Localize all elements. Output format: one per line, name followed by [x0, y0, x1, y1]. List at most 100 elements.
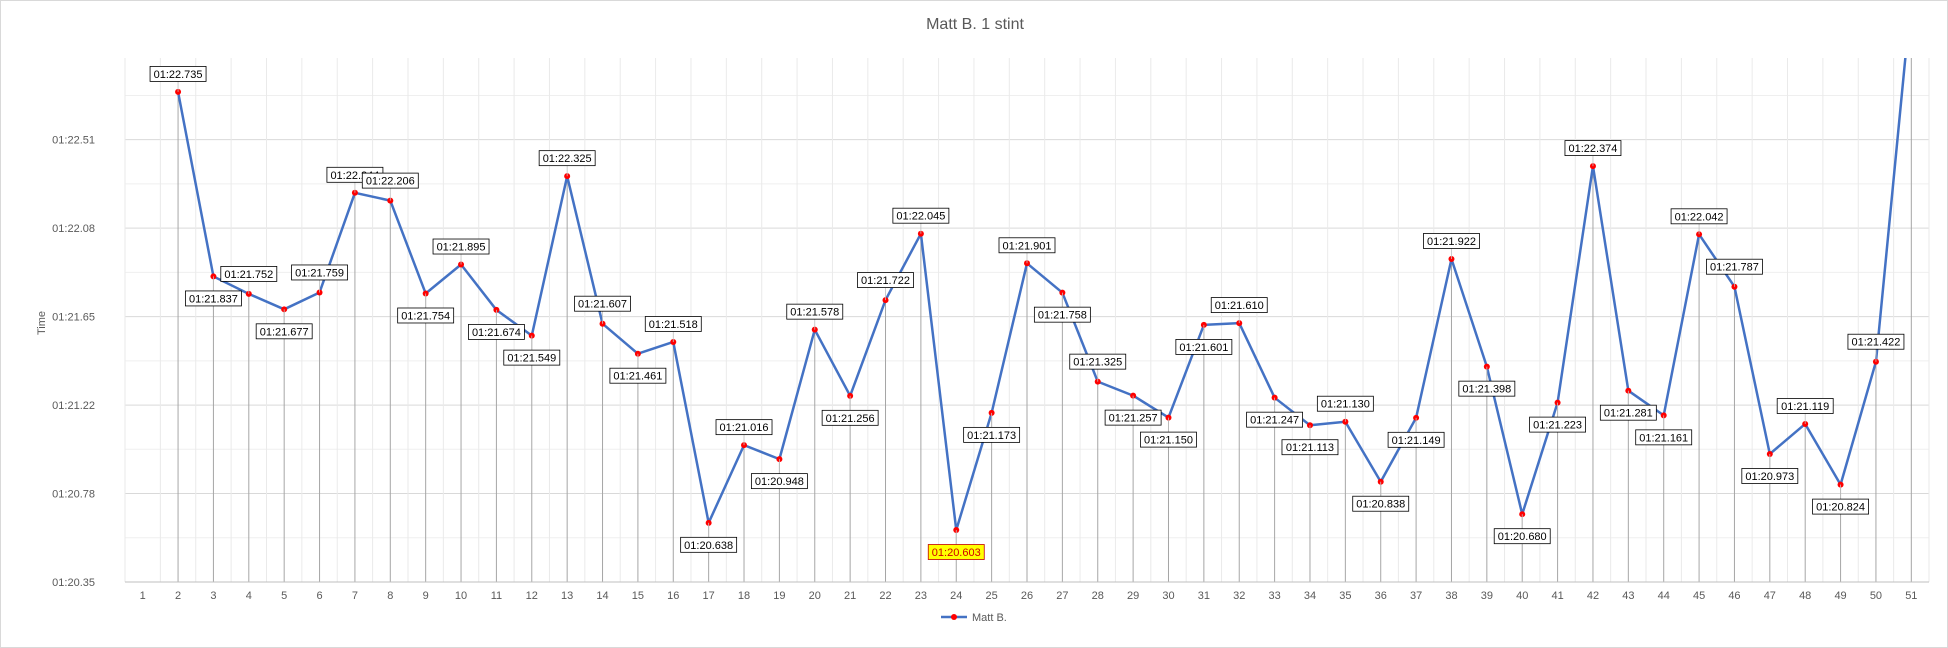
data-label-text: 01:21.895: [437, 242, 486, 254]
data-label: 01:21.601: [1175, 324, 1233, 355]
data-label: 01:21.130: [1316, 395, 1374, 422]
x-tick-label: 39: [1481, 590, 1493, 602]
y-tick-label: 01:21.65: [52, 312, 95, 324]
data-label: 01:21.787: [1706, 258, 1763, 287]
data-label-box: [1599, 404, 1657, 421]
data-label: 01:20.973: [1741, 453, 1799, 484]
data-label-box: [149, 66, 207, 82]
x-tick-label: 14: [596, 590, 608, 602]
data-label: 01:21.607: [574, 295, 631, 324]
data-label-box: [715, 419, 773, 436]
data-label: 01:21.150: [1140, 417, 1197, 448]
data-label: 01:21.173: [963, 412, 1021, 443]
series-line-matt-b: [176, 58, 1907, 532]
x-tick-label: 44: [1658, 590, 1670, 602]
data-label-text: 01:21.518: [649, 319, 698, 331]
data-label-box: [1706, 258, 1763, 275]
data-label-text: 01:21.016: [720, 422, 769, 434]
legend-marker: [951, 614, 957, 620]
x-tick-label: 25: [986, 590, 998, 602]
x-tick-label: 19: [773, 590, 785, 602]
data-label-box: [1564, 140, 1622, 156]
data-label: 01:20.948: [750, 459, 808, 490]
data-label: 01:21.119: [1776, 398, 1834, 424]
data-label: 01:21.016: [715, 419, 773, 446]
data-label-box: [786, 303, 844, 320]
data-label-box: [468, 324, 525, 340]
data-label-box: [185, 290, 242, 307]
x-tick-label: 20: [809, 590, 821, 602]
data-label: 01:21.752: [220, 266, 278, 294]
data-label: 01:21.247: [1246, 397, 1304, 428]
data-label: 01:21.422: [1847, 333, 1905, 362]
data-label-text: 01:21.161: [1639, 432, 1688, 444]
x-tick-label: 18: [738, 590, 750, 602]
data-label: 01:21.610: [1210, 297, 1268, 324]
data-label-text: 01:21.549: [507, 353, 556, 365]
data-label-box: [220, 266, 278, 282]
data-label-box: [1316, 395, 1374, 412]
data-label: 01:21.578: [786, 303, 844, 330]
data-label: 01:21.549: [503, 335, 561, 366]
data-label: 01:22.325: [538, 150, 596, 177]
x-tick-label: 5: [281, 590, 287, 602]
x-tick-label: 15: [632, 590, 644, 602]
data-label-box: [1776, 398, 1834, 414]
data-label: 01:21.895: [432, 238, 490, 265]
data-label-text: 01:21.752: [224, 269, 273, 281]
data-label-box: [397, 307, 455, 324]
data-label-text: 01:20.824: [1816, 502, 1865, 514]
data-label: 01:21.223: [1529, 402, 1586, 433]
data-label: 01:20.638: [680, 522, 738, 553]
data-label-text: 01:21.787: [1710, 262, 1759, 274]
data-label-text: 01:21.149: [1392, 435, 1441, 447]
data-label-text: 01:21.578: [790, 307, 839, 319]
data-label-box: [255, 323, 313, 340]
data-label: 01:21.518: [644, 316, 702, 342]
x-tick-label: 24: [950, 590, 962, 602]
data-label-text: 01:20.638: [684, 540, 733, 552]
data-label: 01:21.149: [1387, 417, 1445, 448]
data-label: 01:21.281: [1599, 390, 1657, 421]
data-label-text: 01:22.374: [1568, 143, 1617, 155]
data-label: 01:21.759: [291, 264, 348, 293]
x-tick-label: 43: [1622, 590, 1634, 602]
data-label-box: [361, 172, 419, 189]
x-tick-label: 17: [703, 590, 715, 602]
data-label-text: 01:21.119: [1781, 401, 1829, 413]
data-label-text: 01:21.837: [189, 293, 238, 305]
chart-title: Matt B. 1 stint: [926, 16, 1024, 33]
x-tick-label: 32: [1233, 590, 1245, 602]
x-tick-label: 47: [1764, 590, 1776, 602]
y-tick-label: 01:22.51: [52, 135, 95, 147]
data-label-box: [1670, 208, 1728, 225]
x-tick-label: 10: [455, 590, 467, 602]
x-tick-label: 12: [526, 590, 538, 602]
x-tick-label: 27: [1056, 590, 1068, 602]
data-label-box: [680, 536, 738, 553]
data-label-box: [1352, 495, 1410, 512]
data-label-box: [1104, 409, 1162, 426]
data-label: 01:22.042: [1670, 208, 1728, 235]
x-tick-label: 26: [1021, 590, 1033, 602]
data-label-box: [927, 544, 985, 560]
data-label-box: [1069, 353, 1127, 370]
data-label-text: 01:22.045: [896, 211, 945, 223]
data-label: 01:21.754: [397, 293, 455, 324]
data-label-text: 01:21.325: [1073, 357, 1122, 369]
data-label-box: [1281, 439, 1339, 456]
data-label-text: 01:21.256: [826, 413, 875, 425]
x-tick-label: 6: [316, 590, 322, 602]
data-label: 01:21.113: [1281, 425, 1339, 456]
data-label-text: 01:21.173: [967, 430, 1016, 442]
data-label: 01:20.824: [1812, 484, 1869, 515]
x-tick-label: 13: [561, 590, 573, 602]
x-tick-label: 51: [1905, 590, 1917, 602]
data-label-text: 01:21.398: [1462, 384, 1511, 396]
data-label-text: 01:21.722: [861, 275, 910, 287]
x-tick-label: 46: [1728, 590, 1740, 602]
data-label-box: [1493, 528, 1551, 545]
data-label-box: [1175, 339, 1233, 355]
data-label: 01:21.674: [468, 309, 525, 340]
